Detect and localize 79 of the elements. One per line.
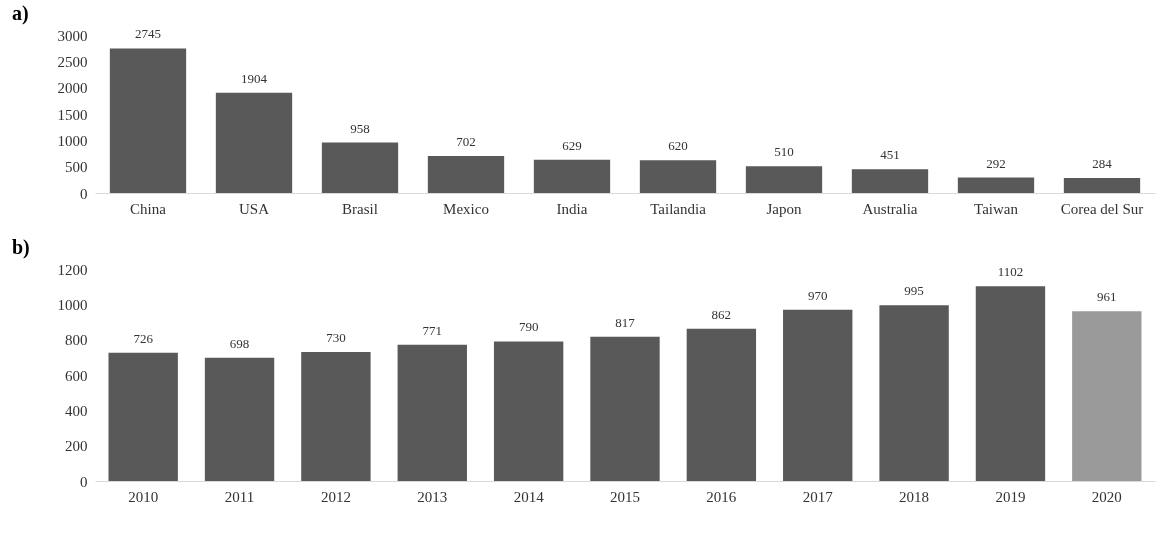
- x-tick-label: 2013: [417, 488, 448, 505]
- y-tick-label: 600: [65, 367, 88, 384]
- y-tick-label: 1200: [57, 261, 88, 278]
- x-tick-label: 2019: [995, 488, 1026, 505]
- x-tick-label: 2014: [513, 488, 545, 505]
- chart-title: b): [12, 236, 30, 259]
- data-label: 862: [711, 306, 732, 322]
- bar: [1072, 311, 1142, 481]
- data-label: 995: [904, 283, 924, 299]
- data-label: 970: [807, 287, 828, 303]
- x-tick-label: 2018: [899, 488, 930, 505]
- y-tick-label: 1500: [57, 106, 88, 123]
- data-label: 292: [986, 155, 1006, 171]
- x-tick-label: Mexico: [443, 200, 489, 217]
- y-tick-label: 200: [65, 438, 88, 455]
- x-tick-label: China: [130, 200, 167, 217]
- data-label: 817: [615, 314, 636, 330]
- data-label: 698: [229, 335, 250, 351]
- y-tick-label: 0: [80, 473, 88, 490]
- bar: [321, 142, 399, 193]
- x-tick-label: India: [556, 200, 588, 217]
- y-tick-label: 1000: [57, 132, 88, 149]
- x-tick-label: 2020: [1091, 488, 1122, 505]
- bar: [427, 156, 505, 193]
- x-tick-label: 2012: [320, 488, 351, 505]
- bar: [639, 160, 717, 193]
- bar: [975, 286, 1046, 481]
- chart-title: a): [12, 2, 29, 25]
- bar: [215, 92, 293, 193]
- x-tick-label: 2011: [224, 488, 255, 505]
- bar: [851, 169, 929, 193]
- data-label: 771: [422, 322, 443, 338]
- data-label: 730: [326, 330, 346, 346]
- y-tick-label: 2500: [57, 53, 88, 70]
- bar: [686, 328, 757, 481]
- data-label: 726: [133, 330, 154, 346]
- x-tick-label: USA: [238, 200, 270, 217]
- data-label: 961: [1097, 289, 1117, 305]
- bar: [1063, 178, 1141, 193]
- data-label: 702: [456, 134, 476, 150]
- bar: [109, 48, 187, 193]
- y-tick-label: 1000: [57, 296, 88, 313]
- y-tick-label: 0: [80, 185, 88, 202]
- y-tick-label: 400: [65, 402, 88, 419]
- bar: [533, 159, 611, 193]
- bar: [745, 166, 823, 193]
- x-tick-label: Japon: [766, 200, 802, 217]
- y-tick-label: 3000: [57, 27, 88, 44]
- x-tick-label: 2017: [802, 488, 834, 505]
- bar: [879, 305, 949, 481]
- x-tick-label: Brasil: [342, 200, 378, 217]
- bar: [590, 336, 660, 481]
- data-label: 2745: [135, 26, 161, 42]
- x-tick-label: 2015: [610, 488, 640, 505]
- data-label: 284: [1092, 156, 1113, 172]
- bar: [957, 177, 1035, 193]
- y-tick-label: 800: [65, 332, 88, 349]
- data-label: 1102: [997, 264, 1024, 280]
- bar: [204, 357, 275, 481]
- data-label: 620: [668, 138, 688, 154]
- data-label: 958: [350, 120, 370, 136]
- x-tick-label: Corea del Sur: [1060, 200, 1144, 217]
- bar: [783, 309, 853, 481]
- bar: [493, 341, 564, 481]
- bar: [397, 344, 467, 481]
- y-tick-label: 2000: [57, 80, 88, 97]
- x-tick-label: 2010: [128, 488, 159, 505]
- y-tick-label: 500: [65, 159, 88, 176]
- data-label: 629: [562, 137, 582, 153]
- data-label: 1904: [241, 70, 268, 86]
- x-tick-label: Tailandia: [650, 200, 707, 217]
- x-tick-label: 2016: [706, 488, 737, 505]
- bar: [301, 352, 371, 481]
- data-label: 510: [774, 144, 794, 160]
- x-tick-label: Australia: [862, 200, 918, 217]
- bar: [108, 352, 178, 481]
- data-label: 451: [880, 147, 900, 163]
- x-tick-label: Taiwan: [974, 200, 1019, 217]
- data-label: 790: [518, 319, 539, 335]
